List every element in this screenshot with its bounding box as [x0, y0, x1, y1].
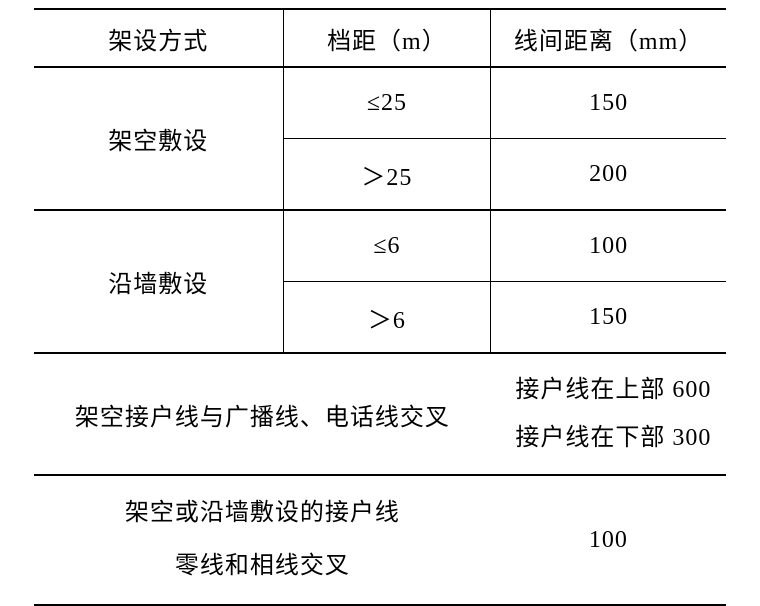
col-header-span: 档距（m） [283, 9, 491, 67]
table-row: 沿墙敷设 ≤6 100 [34, 210, 726, 282]
cell-method-merged-multiline: 架空或沿墙敷设的接户线 零线和相线交叉 [34, 475, 491, 605]
cell-span: ≤6 [283, 210, 491, 282]
cell-distance: 100 [491, 475, 726, 605]
cell-distance: 100 [491, 210, 726, 282]
distance-line: 接户线在下部 300 [501, 414, 726, 462]
distance-line: 接户线在上部 600 [501, 366, 726, 414]
method-line: 零线和相线交叉 [34, 540, 491, 593]
cell-distance-multiline: 接户线在上部 600 接户线在下部 300 [491, 353, 726, 475]
cell-span: ≤25 [283, 67, 491, 139]
cell-distance: 200 [491, 139, 726, 211]
cell-method: 沿墙敷设 [34, 210, 283, 353]
table-header-row: 架设方式 档距（m） 线间距离（mm） [34, 9, 726, 67]
table-row: 架空或沿墙敷设的接户线 零线和相线交叉 100 [34, 475, 726, 605]
cell-span: ＞25 [283, 139, 491, 211]
cell-distance: 150 [491, 67, 726, 139]
spec-table-container: 架设方式 档距（m） 线间距离（mm） 架空敷设 ≤25 150 ＞25 200… [34, 8, 726, 606]
spec-table: 架设方式 档距（m） 线间距离（mm） 架空敷设 ≤25 150 ＞25 200… [34, 8, 726, 606]
method-line: 架空或沿墙敷设的接户线 [34, 487, 491, 540]
col-header-distance: 线间距离（mm） [491, 9, 726, 67]
col-header-method: 架设方式 [34, 9, 283, 67]
table-row: 架空接户线与广播线、电话线交叉 接户线在上部 600 接户线在下部 300 [34, 353, 726, 475]
cell-method-merged: 架空接户线与广播线、电话线交叉 [34, 353, 491, 475]
table-row: 架空敷设 ≤25 150 [34, 67, 726, 139]
cell-span: ＞6 [283, 282, 491, 354]
cell-distance: 150 [491, 282, 726, 354]
cell-method: 架空敷设 [34, 67, 283, 210]
